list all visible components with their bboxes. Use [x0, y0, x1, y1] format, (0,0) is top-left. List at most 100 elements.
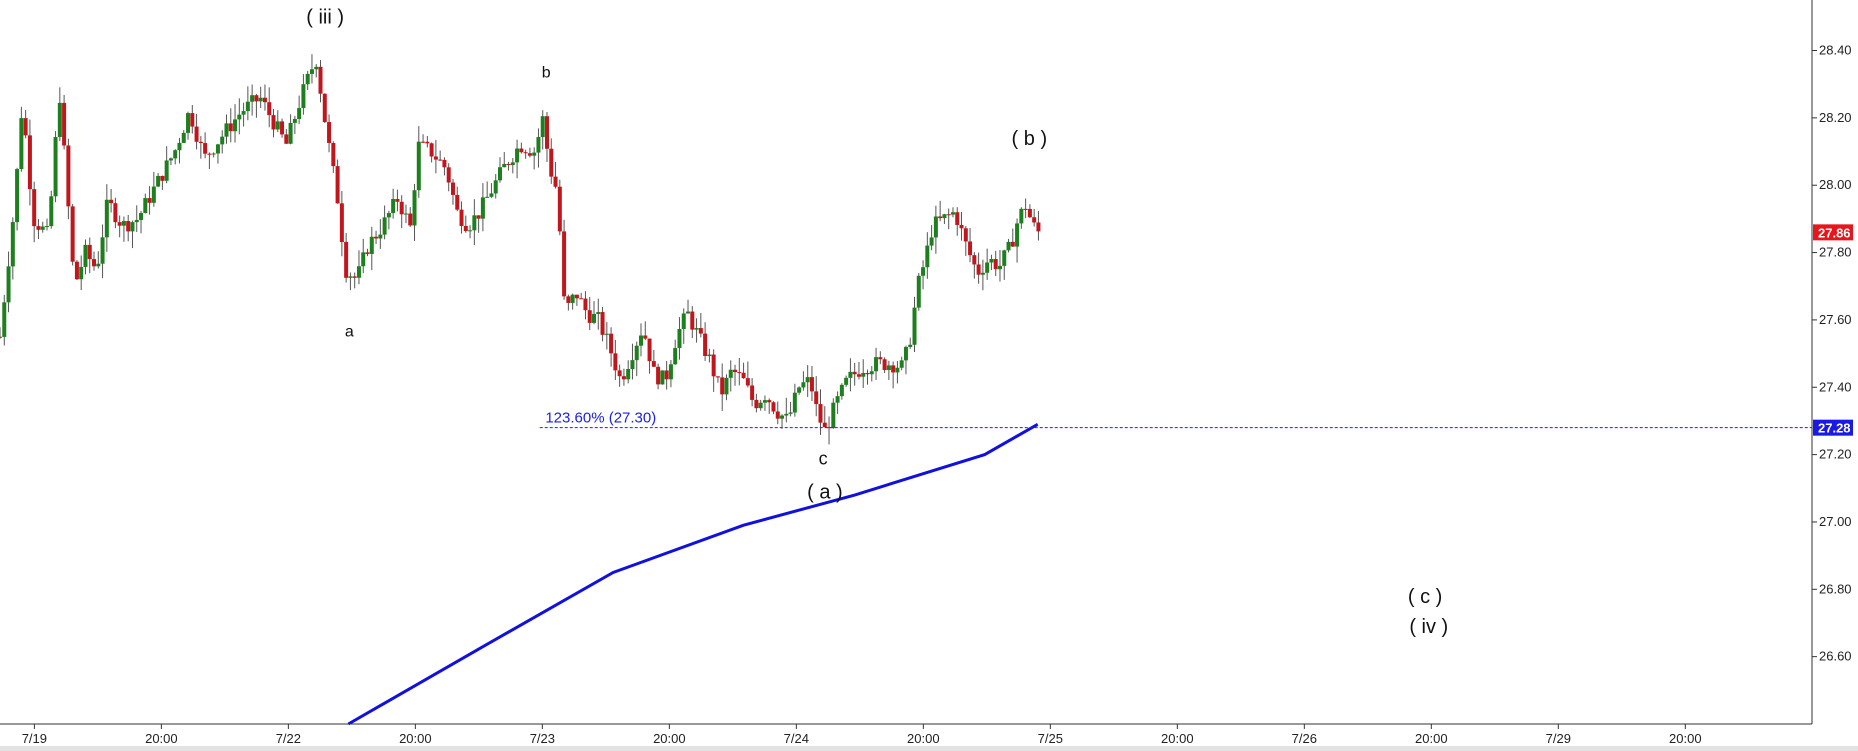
candle — [297, 95, 302, 125]
candle — [164, 146, 169, 184]
candle — [391, 188, 396, 219]
candle — [844, 375, 849, 387]
candle — [369, 226, 374, 271]
candle — [92, 251, 97, 271]
candle — [972, 252, 977, 279]
x-tick-label: 7/24 — [784, 731, 809, 746]
wave-label: a — [345, 324, 354, 341]
candle — [463, 215, 468, 233]
candle — [292, 115, 297, 134]
x-tick-label: 20:00 — [399, 731, 432, 746]
candle — [604, 322, 609, 350]
candle — [886, 360, 891, 380]
candle — [194, 113, 199, 150]
candle — [403, 204, 408, 224]
candle — [87, 237, 92, 274]
candle — [378, 219, 383, 249]
candle — [374, 230, 379, 244]
candle — [318, 60, 323, 103]
y-tick-label: 27.40 — [1819, 379, 1852, 394]
candle — [280, 118, 285, 138]
candle — [160, 175, 165, 190]
candle — [882, 357, 887, 374]
candle — [83, 239, 88, 275]
candle — [621, 368, 626, 386]
candle — [109, 188, 114, 213]
candle — [544, 111, 549, 162]
candle — [993, 250, 998, 277]
bottom-scrollbar[interactable] — [0, 746, 1858, 751]
wave-label: ( a ) — [807, 481, 843, 503]
y-tick-label: 26.60 — [1819, 649, 1852, 664]
wave-labels-layer: ( iii ) a b ( b ) c ( a ) ( c ) ( iv ) — [306, 7, 1448, 639]
y-tick-label: 27.60 — [1819, 312, 1852, 327]
candle — [173, 149, 178, 165]
candle — [677, 317, 682, 360]
candle — [711, 349, 716, 392]
candle — [681, 308, 686, 344]
candle — [250, 84, 255, 116]
candle — [45, 218, 50, 231]
fib-level-badge: 27.28 — [1813, 419, 1853, 436]
candle — [309, 54, 314, 84]
candle — [929, 225, 934, 251]
candle — [839, 383, 844, 400]
candle — [425, 135, 430, 148]
candle — [23, 109, 28, 139]
candle — [1006, 238, 1011, 253]
candle — [916, 272, 921, 311]
candle — [788, 401, 793, 417]
candle — [959, 211, 964, 241]
candle — [698, 313, 703, 338]
candle — [668, 360, 673, 388]
candle — [592, 301, 597, 325]
candle — [472, 199, 477, 246]
candle — [694, 318, 699, 343]
candle — [703, 322, 708, 361]
candle — [220, 130, 225, 154]
wave-label: ( b ) — [1012, 128, 1048, 150]
candle — [433, 140, 438, 174]
candle — [408, 207, 413, 227]
candle — [519, 142, 524, 154]
candle — [10, 217, 15, 280]
candle — [476, 215, 481, 233]
wave-label: c — [819, 449, 828, 469]
candle — [523, 149, 528, 159]
candle — [442, 157, 447, 176]
candle — [856, 361, 861, 380]
x-tick-label: 7/23 — [530, 731, 555, 746]
candle — [147, 186, 152, 215]
candle — [728, 360, 733, 392]
candle — [579, 292, 584, 300]
candle — [510, 158, 515, 174]
candle — [938, 200, 943, 222]
candle — [1015, 218, 1020, 263]
candle — [485, 181, 490, 198]
candle — [361, 238, 366, 274]
candle — [502, 152, 507, 168]
candle — [784, 397, 789, 423]
wave-label: ( iv ) — [1409, 616, 1448, 638]
candle — [997, 249, 1002, 282]
candle — [156, 173, 161, 188]
candle — [455, 186, 460, 212]
candle — [190, 105, 195, 134]
candle — [874, 347, 879, 380]
candle — [903, 345, 908, 375]
candle — [2, 294, 7, 346]
candle — [626, 360, 631, 384]
candle — [720, 363, 725, 411]
candle — [215, 143, 220, 164]
candle — [211, 152, 216, 158]
candle — [117, 215, 122, 238]
x-tick-label: 7/19 — [22, 731, 47, 746]
wave-label: ( iii ) — [306, 7, 344, 29]
candle — [865, 369, 870, 385]
candle — [207, 152, 212, 170]
candle — [497, 157, 502, 183]
x-tick-label: 20:00 — [907, 731, 940, 746]
candle — [848, 358, 853, 392]
candle — [797, 386, 802, 395]
